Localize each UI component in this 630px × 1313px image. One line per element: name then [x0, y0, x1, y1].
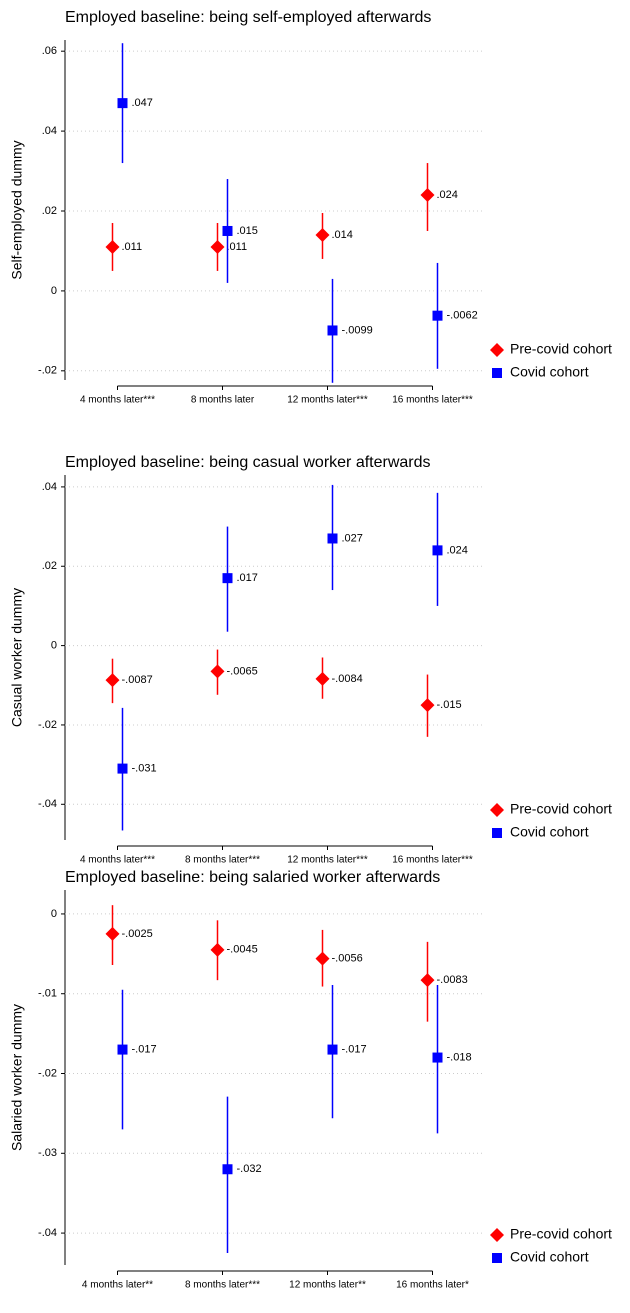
value-label: -.0045 [227, 944, 258, 956]
y-tick-label: -.01 [38, 988, 57, 1000]
legend-marker [490, 343, 504, 357]
point [432, 1052, 443, 1063]
value-label: .011 [122, 241, 143, 253]
point [222, 1164, 233, 1175]
x-tick-label: 12 months later*** [287, 855, 368, 866]
y-tick-label: .06 [42, 45, 57, 57]
value-label: .024 [437, 189, 458, 201]
point [315, 671, 330, 686]
value-label: .024 [447, 544, 468, 556]
x-tick-label: 8 months later [191, 395, 255, 406]
legend-label: Pre-covid cohort [510, 1226, 612, 1242]
x-tick-label: 12 months later*** [287, 395, 368, 406]
y-tick-label: -.04 [38, 798, 57, 810]
x-tick-label: 16 months later*** [392, 395, 473, 406]
y-tick-label: .04 [42, 125, 57, 137]
point [315, 951, 330, 966]
value-label: -.031 [132, 762, 157, 774]
value-label: -.018 [447, 1051, 472, 1063]
value-label: -.0084 [332, 673, 363, 685]
y-tick-label: .02 [42, 205, 57, 217]
point [432, 310, 443, 321]
point [210, 942, 225, 957]
legend-label: Covid cohort [510, 824, 589, 840]
point [315, 227, 330, 242]
y-tick-label: .04 [42, 481, 57, 493]
panel: Employed baseline: being casual worker a… [9, 454, 612, 865]
chart-title: Employed baseline: being salaried worker… [65, 869, 440, 886]
point [327, 533, 338, 544]
panel: Employed baseline: being salaried worker… [9, 869, 612, 1290]
point [117, 98, 128, 109]
point [420, 973, 435, 988]
y-axis-label: Casual worker dummy [9, 588, 25, 727]
x-tick-label: 12 months later** [289, 1280, 366, 1291]
point [105, 673, 120, 688]
legend-marker [492, 828, 502, 838]
value-label: -.0083 [437, 974, 468, 986]
y-tick-label: -.02 [38, 365, 57, 377]
value-label: -.0087 [122, 674, 153, 686]
point [210, 239, 225, 254]
value-label: -.017 [132, 1043, 157, 1055]
x-tick-label: 4 months later*** [80, 395, 155, 406]
y-tick-label: 0 [51, 908, 57, 920]
x-tick-label: 4 months later** [82, 1280, 153, 1291]
value-label: -.0065 [227, 665, 258, 677]
point [222, 573, 233, 584]
x-tick-label: 8 months later*** [185, 855, 260, 866]
point [327, 325, 338, 336]
value-label: .014 [332, 229, 353, 241]
x-tick-label: 16 months later* [396, 1280, 469, 1291]
y-tick-label: -.03 [38, 1147, 57, 1159]
legend-label: Pre-covid cohort [510, 341, 612, 357]
point [105, 926, 120, 941]
value-label: -.0062 [447, 310, 478, 322]
legend-label: Covid cohort [510, 364, 589, 380]
point [117, 763, 128, 774]
y-tick-label: .02 [42, 560, 57, 572]
legend-marker [490, 803, 504, 817]
y-axis-label: Salaried worker dummy [9, 1004, 25, 1151]
legend-label: Covid cohort [510, 1249, 589, 1265]
point [222, 225, 233, 236]
x-tick-label: 16 months later*** [392, 855, 473, 866]
point [117, 1044, 128, 1055]
y-axis-label: Self-employed dummy [9, 140, 25, 279]
x-tick-label: 4 months later*** [80, 855, 155, 866]
legend-marker [490, 1228, 504, 1242]
legend-marker [492, 1253, 502, 1263]
x-tick-label: 8 months later*** [185, 1280, 260, 1291]
value-label: -.0025 [122, 928, 153, 940]
point [210, 664, 225, 679]
point [105, 239, 120, 254]
y-tick-label: -.04 [38, 1227, 57, 1239]
value-label: .015 [237, 225, 258, 237]
y-tick-label: -.02 [38, 1067, 57, 1079]
point [420, 698, 435, 713]
y-tick-label: 0 [51, 285, 57, 297]
point [432, 545, 443, 556]
chart-title: Employed baseline: being self-employed a… [65, 9, 431, 26]
value-label: -.017 [342, 1043, 367, 1055]
point [420, 188, 435, 203]
value-label: -.0099 [342, 324, 373, 336]
y-tick-label: -.02 [38, 719, 57, 731]
legend-marker [492, 368, 502, 378]
value-label: .017 [237, 572, 258, 584]
value-label: -.0056 [332, 953, 363, 965]
value-label: .011 [227, 241, 248, 253]
chart-title: Employed baseline: being casual worker a… [65, 454, 431, 471]
legend-label: Pre-covid cohort [510, 801, 612, 817]
value-label: -.015 [437, 699, 462, 711]
panel: Employed baseline: being self-employed a… [9, 9, 612, 405]
y-tick-label: 0 [51, 640, 57, 652]
point [327, 1044, 338, 1055]
value-label: .047 [132, 97, 153, 109]
value-label: .027 [342, 532, 363, 544]
value-label: -.032 [237, 1163, 262, 1175]
